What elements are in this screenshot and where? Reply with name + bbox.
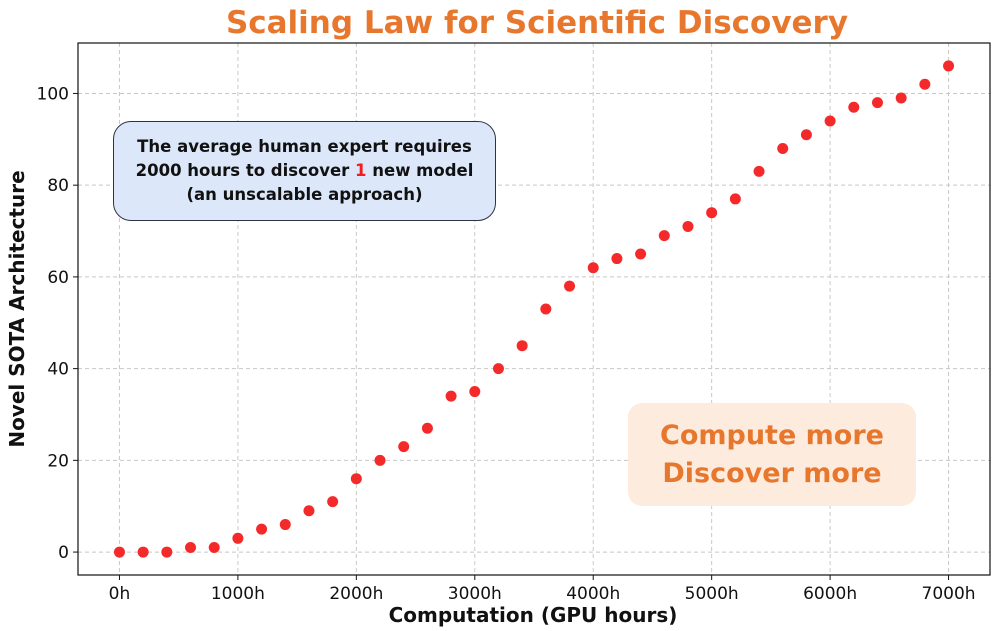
y-tick-label: 100 — [37, 84, 69, 104]
data-point — [492, 363, 504, 375]
x-tick-label: 0h — [109, 584, 131, 604]
data-point — [753, 165, 765, 177]
data-point — [113, 546, 125, 558]
data-point — [919, 78, 931, 90]
x-tick-label: 4000h — [566, 584, 620, 604]
y-tick-label: 0 — [58, 543, 69, 563]
data-point — [871, 97, 883, 109]
y-tick-label: 40 — [47, 360, 69, 380]
annotation-line: The average human expert requires — [137, 137, 472, 156]
x-tick-label: 2000h — [329, 584, 383, 604]
annotation-text: 2000 hours to discover — [135, 161, 356, 180]
data-point — [421, 422, 433, 434]
slogan-line: Discover more — [662, 457, 882, 489]
data-point — [374, 454, 386, 466]
data-point — [137, 546, 149, 558]
data-point — [303, 505, 315, 517]
x-tick-label: 6000h — [803, 584, 857, 604]
data-point — [824, 115, 836, 127]
data-point — [564, 280, 576, 292]
data-point — [611, 253, 623, 265]
data-point — [706, 207, 718, 219]
data-point — [445, 390, 457, 402]
data-point — [895, 92, 907, 104]
data-point — [777, 142, 789, 154]
y-tick-label: 80 — [47, 176, 69, 196]
highlight-number: 1 — [355, 161, 367, 180]
data-point — [540, 303, 552, 315]
y-axis-label: Novel SOTA Architecture — [5, 170, 29, 447]
data-point — [256, 523, 268, 535]
data-point — [185, 541, 197, 553]
data-point — [398, 441, 410, 453]
plot-frame — [77, 42, 991, 576]
x-tick-label: 3000h — [448, 584, 502, 604]
data-point — [327, 496, 339, 508]
data-point — [682, 220, 694, 232]
x-tick-label: 7000h — [922, 584, 976, 604]
annotation-text: new model — [366, 161, 474, 180]
data-point — [658, 230, 670, 242]
slogan-line: Compute more — [660, 419, 884, 451]
data-point — [943, 60, 955, 72]
data-point — [516, 340, 528, 352]
data-point — [800, 129, 812, 141]
data-point — [729, 193, 741, 205]
data-point — [279, 519, 291, 531]
chart-title: Scaling Law for Scientific Discovery — [226, 5, 848, 41]
data-point — [161, 546, 173, 558]
x-tick-label: 5000h — [685, 584, 739, 604]
data-point — [469, 386, 481, 398]
y-tick-label: 20 — [47, 451, 69, 471]
slogan-annotation: Compute more Discover more — [628, 403, 916, 506]
data-point — [848, 101, 860, 113]
data-point — [208, 541, 220, 553]
x-axis-label: Computation (GPU hours) — [389, 603, 678, 627]
data-point — [587, 262, 599, 274]
annotation-line: (an unscalable approach) — [186, 185, 423, 204]
annotation-line: 2000 hours to discover 1 new model — [136, 159, 474, 183]
data-point — [635, 248, 647, 260]
data-point — [350, 473, 362, 485]
x-tick-label: 1000h — [211, 584, 265, 604]
data-point — [232, 532, 244, 544]
y-tick-label: 60 — [47, 268, 69, 288]
human-expert-annotation: The average human expert requires 2000 h… — [113, 121, 496, 221]
